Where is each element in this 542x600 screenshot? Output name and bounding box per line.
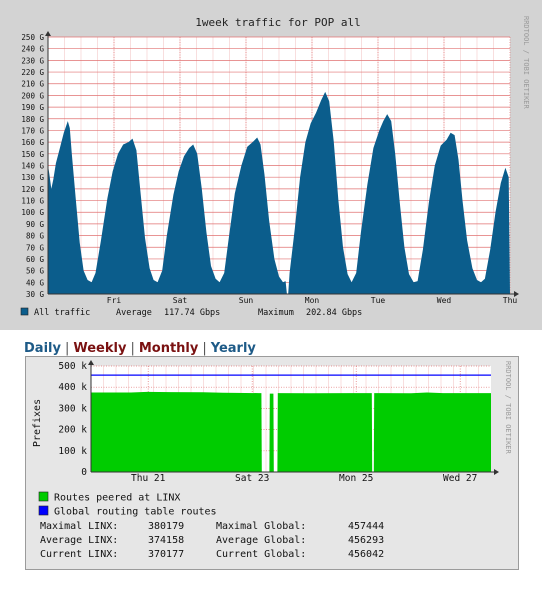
traffic-x-tick-label: Mon — [305, 296, 320, 305]
traffic-y-tick-label: 100 G — [21, 208, 44, 217]
prefix-y-tick-label: 500 k — [58, 361, 87, 372]
traffic-x-tick-label: Fri — [107, 296, 122, 305]
prefix-chart: RRDTOOL / TOBI OETIKER Prefixes 0 100 k 20… — [32, 360, 512, 560]
traffic-x-tick-label: Thu — [503, 296, 518, 305]
stat-label-maximal-linx: Maximal LINX: — [40, 521, 118, 532]
traffic-chart-title: 1week traffic for POP all — [195, 16, 361, 29]
stat-label-average-linx: Average LINX: — [40, 535, 118, 546]
traffic-legend-series: All traffic — [34, 308, 90, 318]
prefix-y-tick-label: 0 — [81, 467, 87, 478]
tab-separator: | — [64, 341, 70, 356]
traffic-x-tick-label: Sun — [239, 296, 254, 305]
prefix-series-area-0 — [91, 391, 491, 472]
prefix-chart-panel: RRDTOOL / TOBI OETIKER Prefixes 0 100 k 20… — [25, 356, 519, 570]
tab-separator: | — [202, 341, 207, 356]
traffic-y-axis-arrow — [45, 31, 51, 36]
prefix-x-tick-label: Thu 21 — [131, 473, 166, 484]
traffic-y-tick-label: 60 G — [26, 255, 45, 264]
traffic-y-tick-label: 70 G — [26, 243, 45, 252]
traffic-x-tick-label: Tue — [371, 296, 386, 305]
prefix-x-tick-label: Mon 25 — [339, 473, 373, 484]
stat-value-maximal-global: 457444 — [348, 521, 384, 532]
traffic-y-tick-label: 180 G — [21, 115, 44, 124]
stat-value-average-linx: 374158 — [148, 535, 184, 546]
tab-monthly[interactable]: Monthly — [138, 341, 199, 356]
traffic-y-tick-label: 40 G — [26, 278, 45, 287]
prefix-y-tick-label: 300 k — [58, 403, 87, 414]
traffic-legend-maximum-value: 202.84 Gbps — [306, 308, 362, 318]
traffic-y-tick-label: 30 G — [26, 290, 45, 299]
prefix-x-axis-arrow — [494, 469, 499, 475]
traffic-y-tick-label: 250 G — [21, 33, 44, 42]
stat-label-current-linx: Current LINX: — [40, 549, 118, 560]
traffic-y-tick-label: 200 G — [21, 91, 44, 100]
traffic-y-tick-label: 90 G — [26, 220, 45, 229]
traffic-x-tick-label: Sat — [173, 296, 188, 305]
traffic-legend-swatch — [20, 307, 29, 316]
tab-daily[interactable]: Daily — [24, 341, 61, 356]
traffic-y-tick-label: 110 G — [21, 197, 44, 206]
stat-value-maximal-linx: 380179 — [148, 521, 184, 532]
traffic-y-tick-label: 160 G — [21, 138, 44, 147]
traffic-chart-panel: 1week traffic for POP all RRDTOOL / TOBI… — [0, 0, 542, 330]
traffic-y-tick-label: 140 G — [21, 162, 44, 171]
prefix-y-tick-label: 200 k — [58, 425, 87, 436]
traffic-chart: 1week traffic for POP all RRDTOOL / TOBI… — [20, 16, 530, 318]
traffic-y-tick-label: 80 G — [26, 232, 45, 241]
traffic-y-tick-label: 130 G — [21, 173, 44, 182]
traffic-y-tick-label: 210 G — [21, 80, 44, 89]
prefix-y-tick-label: 400 k — [58, 382, 87, 393]
stat-label-maximal-global: Maximal Global: — [216, 521, 306, 532]
legend-label-linx: Routes peered at LINX — [54, 493, 180, 504]
prefix-y-label: Prefixes — [32, 399, 43, 447]
prefix-x-tick-label: Wed 27 — [443, 473, 477, 484]
legend-label-global: Global routing table routes — [54, 507, 217, 518]
traffic-y-tick-label: 120 G — [21, 185, 44, 194]
traffic-y-tick-label: 150 G — [21, 150, 44, 159]
traffic-y-tick-label: 170 G — [21, 126, 44, 135]
prefix-y-tick-label: 100 k — [58, 446, 87, 457]
period-tabs: Daily | Weekly | Monthly | Yearly — [24, 341, 256, 357]
prefix-y-axis-arrow — [88, 360, 94, 365]
legend-swatch-global — [38, 505, 49, 516]
legend-swatch-linx — [38, 491, 49, 502]
traffic-legend-average-label: Average — [116, 308, 152, 318]
traffic-x-tick-label: Wed — [437, 296, 452, 305]
stat-value-average-global: 456293 — [348, 535, 384, 546]
tab-weekly[interactable]: Weekly — [73, 341, 127, 356]
stat-label-current-global: Current Global: — [216, 549, 306, 560]
tab-yearly[interactable]: Yearly — [210, 341, 256, 356]
stat-value-current-linx: 370177 — [148, 549, 184, 560]
prefix-x-tick-label: Sat 23 — [235, 473, 269, 484]
traffic-y-tick-label: 240 G — [21, 45, 44, 54]
traffic-x-axis-arrow — [514, 291, 519, 297]
traffic-side-label: RRDTOOL / TOBI OETIKER — [522, 16, 530, 110]
stat-label-average-global: Average Global: — [216, 535, 306, 546]
traffic-y-tick-label: 50 G — [26, 267, 45, 276]
prefix-side-label: RRDTOOL / TOBI OETIKER — [504, 361, 512, 455]
traffic-y-tick-label: 220 G — [21, 68, 44, 77]
traffic-series-area-0 — [48, 91, 510, 295]
tab-separator: | — [130, 341, 135, 356]
stat-value-current-global: 456042 — [348, 549, 384, 560]
traffic-legend-average-value: 117.74 Gbps — [164, 308, 220, 318]
traffic-legend-maximum-label: Maximum — [258, 308, 294, 318]
traffic-y-tick-label: 230 G — [21, 56, 44, 65]
traffic-y-tick-label: 190 G — [21, 103, 44, 112]
